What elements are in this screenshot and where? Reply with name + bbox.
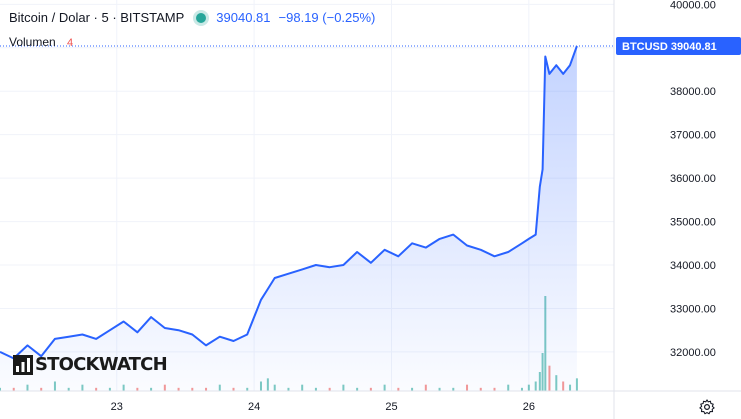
price-axis-tick-label: 35000.00 (670, 217, 716, 229)
price-axis-tick-label: 38000.00 (670, 86, 716, 98)
market-status-icon (196, 12, 207, 23)
time-axis-tick-label: 23 (111, 401, 123, 413)
stockwatch-logo-icon (13, 354, 33, 375)
time-axis-tick-label: 26 (523, 401, 535, 413)
price-line (0, 45, 578, 360)
price-axis-tick-label: 37000.00 (670, 130, 716, 142)
time-axis-tick-label: 25 (385, 401, 397, 413)
price-axis-tick-label: 36000.00 (670, 173, 716, 185)
symbol-legend: Bitcoin / Dolar · 5 · BITSTAMP 39040.81 … (9, 10, 375, 25)
price-change-value: −98.19 (−0.25%) (278, 10, 376, 25)
symbol-title[interactable]: Bitcoin / Dolar · 5 · BITSTAMP (9, 10, 185, 25)
price-axis-tick-label: 33000.00 (670, 303, 716, 315)
price-area (0, 46, 577, 391)
volume-bar (575, 378, 578, 391)
last-price-tag-label: BTCUSD 39040.81 (622, 41, 717, 53)
last-price-tag: BTCUSD 39040.81 (616, 37, 741, 56)
price-axis-tick-label: 32000.00 (670, 347, 716, 359)
time-axis[interactable]: 23 24 25 26 (111, 401, 535, 413)
price-axis-tick-label: 34000.00 (670, 260, 716, 272)
stockwatch-logo: STOCKWATCH (13, 354, 168, 375)
time-axis-tick-label: 24 (248, 401, 260, 413)
volume-value: 4 (67, 37, 74, 49)
volume-label[interactable]: Volumen (9, 35, 56, 49)
settings-gear-icon[interactable] (698, 398, 716, 416)
last-price-value: 39040.81 (216, 10, 271, 25)
stockwatch-logo-text: STOCKWATCH (35, 354, 168, 375)
price-axis-tick-label: 40000.00 (670, 0, 716, 11)
volume-legend: Volumen 4 (9, 35, 73, 49)
